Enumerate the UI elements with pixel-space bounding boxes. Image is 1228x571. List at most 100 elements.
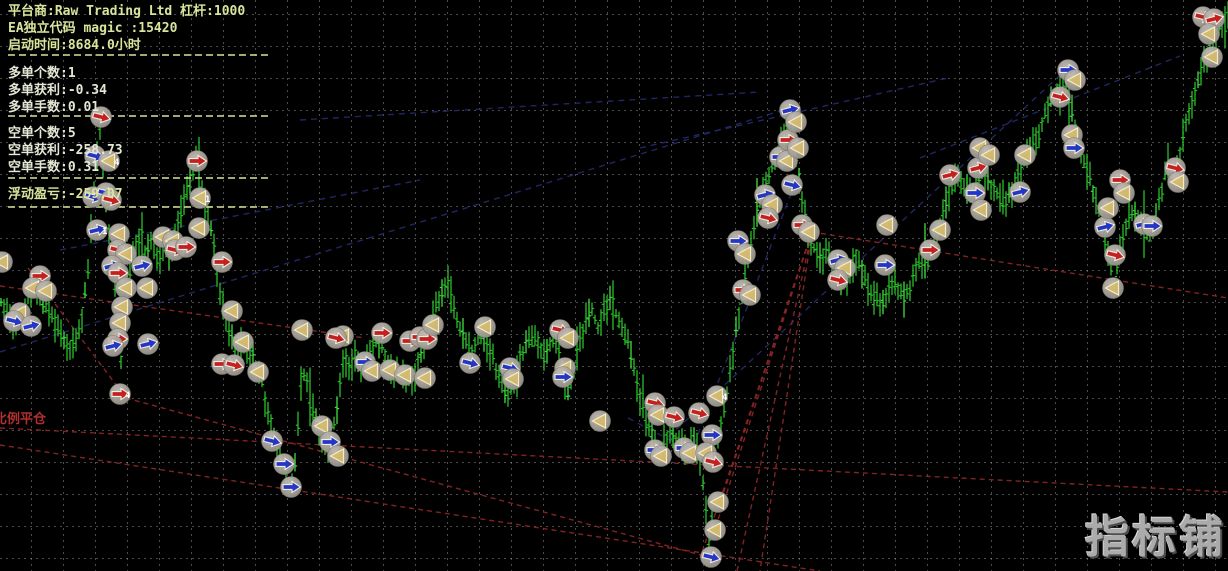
trade-marker-close[interactable] [707,491,729,513]
watermark-zhibiaopu: 指标铺 [1085,512,1226,563]
svg-text:4: 4 [722,393,728,403]
trade-marker-close[interactable] [787,137,809,159]
trade-marker-close[interactable] [557,327,579,349]
trade-marker-close[interactable] [111,296,133,318]
trade-marker-sell[interactable] [371,322,393,344]
sell-count-line: 空单个数:5 [8,126,76,141]
trade-marker-close[interactable]: 4 [706,385,729,407]
trade-marker-sell[interactable] [175,236,197,258]
trade-marker-sell[interactable] [1104,244,1126,266]
broker-line: 平台商:Raw Trading Ltd 杠杆:1000 [8,4,246,19]
trade-markers-layer: 4 1 4 1 4 [0,6,1225,568]
trade-marker-buy[interactable] [700,546,722,568]
svg-text:1: 1 [102,227,107,237]
trade-marker-sell[interactable] [1049,86,1071,108]
trade-marker-close[interactable] [1097,197,1119,219]
trade-marker-buy[interactable] [20,315,42,337]
trade-marker-close[interactable] [35,280,57,302]
trade-marker-buy[interactable] [131,255,153,277]
trade-marker-sell[interactable] [90,106,112,128]
trade-marker-sell[interactable] [702,451,724,473]
trade-marker-close[interactable] [650,445,672,467]
trade-marker-sell[interactable]: 4 [109,383,132,405]
trade-marker-close[interactable] [876,214,898,236]
trade-marker-buy[interactable]: 1 [86,219,108,241]
trade-marker-close[interactable] [798,221,820,243]
trade-marker-close[interactable] [394,364,416,386]
trade-marker-sell[interactable] [211,251,233,273]
trade-marker-close[interactable] [502,368,524,390]
trade-marker-buy[interactable] [1063,137,1085,159]
trade-marker-buy[interactable] [1141,215,1163,237]
trade-marker-close[interactable] [0,251,13,273]
trade-marker-close[interactable] [785,111,807,133]
trade-marker-close[interactable] [108,223,130,245]
trade-marker-buy[interactable] [459,352,481,374]
trade-marker-close[interactable] [1064,69,1086,91]
trade-marker-buy[interactable] [137,333,159,355]
trade-marker-buy[interactable] [874,254,896,276]
trade-marker-close[interactable] [739,284,761,306]
trade-marker-buy[interactable] [781,174,803,196]
trade-marker-sell[interactable] [827,269,849,291]
magic-line: EA独立代码 magic :15420 [8,21,178,36]
trade-marker-sell[interactable] [939,164,961,186]
trade-marker-sell[interactable] [186,150,208,172]
trade-marker-close[interactable] [929,219,951,241]
trade-marker-close[interactable] [1198,23,1220,45]
trade-marker-close[interactable] [291,319,313,341]
trade-marker-buy[interactable] [964,182,986,204]
trade-marker-sell[interactable] [100,189,122,211]
scale-close-label: 比例平仓 [0,412,47,427]
trade-marker-close[interactable] [188,217,210,239]
trade-marker-buy[interactable] [261,430,283,452]
trade-marker-buy[interactable] [701,424,723,446]
trade-marker-close[interactable]: 4 [98,150,121,172]
trade-marker-buy[interactable] [102,335,124,357]
trade-marker-close[interactable] [1201,46,1223,68]
trade-marker-close[interactable] [1167,171,1189,193]
trade-marker-buy[interactable] [280,476,302,498]
trade-marker-sell[interactable] [919,239,941,261]
trade-marker-close[interactable] [232,331,254,353]
sell-profit-line: 空单获利:-258.73 [8,143,123,158]
trade-marker-sell[interactable] [1203,8,1225,30]
trade-marker-close[interactable] [1113,182,1135,204]
trade-marker-sell[interactable] [325,327,347,349]
trade-marker-close[interactable] [970,199,992,221]
runtime-line: 启动时间:8684.0小时 [8,38,141,53]
trade-marker-close[interactable] [474,316,496,338]
trade-marker-sell[interactable] [223,354,245,376]
trade-marker-close[interactable] [734,243,756,265]
trade-marker-sell[interactable] [757,207,779,229]
trade-marker-close[interactable] [414,367,436,389]
trade-marker-buy[interactable] [1094,216,1116,238]
trade-marker-close[interactable]: 1 [189,187,211,209]
trade-marker-close[interactable] [327,445,349,467]
trade-marker-close[interactable] [1014,144,1036,166]
trade-marker-buy[interactable] [273,453,295,475]
trade-marker-close[interactable] [361,360,383,382]
trade-marker-close[interactable] [115,277,137,299]
sell-lots-line: 空单手数:0.31 [8,160,100,175]
trade-marker-sell[interactable] [688,402,710,424]
trade-marker-buy[interactable] [1009,181,1031,203]
trade-marker-close[interactable] [589,410,611,432]
trade-marker-close[interactable] [109,312,131,334]
trade-marker-close[interactable] [704,519,726,541]
trade-marker-buy[interactable] [552,366,574,388]
trade-marker-close[interactable] [422,314,444,336]
trade-marker-sell[interactable] [663,406,685,428]
sell-trend-lines [0,231,1228,571]
trade-marker-close[interactable] [115,243,137,265]
trade-marker-close[interactable] [311,415,333,437]
svg-text:4: 4 [114,158,120,168]
trade-marker-close[interactable] [136,277,158,299]
trade-marker-close[interactable] [978,144,1000,166]
trade-marker-close[interactable] [221,300,243,322]
trade-marker-close[interactable] [247,361,269,383]
trade-marker-close[interactable] [1102,277,1124,299]
